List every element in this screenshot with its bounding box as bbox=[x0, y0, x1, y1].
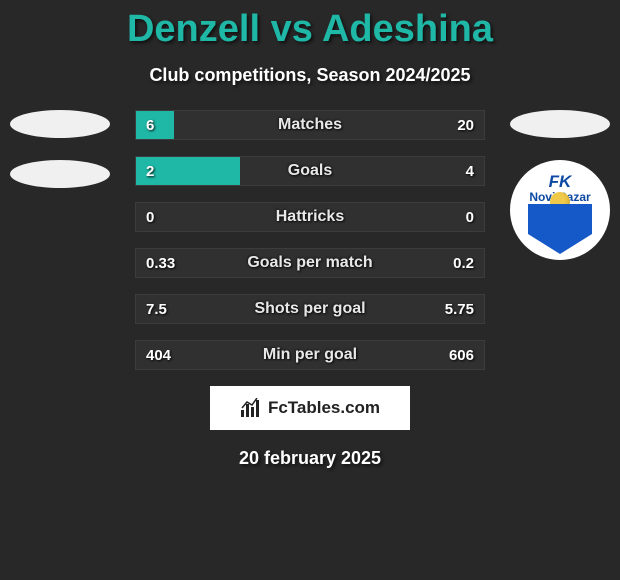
right-team-logos: FK Novi Pazar bbox=[510, 110, 610, 250]
brand-box[interactable]: FcTables.com bbox=[210, 386, 410, 430]
stats-bars: 6Matches20 2Goals4 0Hattricks0 0.33Goals pe… bbox=[135, 110, 485, 370]
page-subtitle: Club competitions, Season 2024/2025 bbox=[0, 65, 620, 86]
stat-value-right: 0 bbox=[466, 203, 474, 231]
comparison-area: FK Novi Pazar 6Matches20 2Goals4 0Hattrick… bbox=[0, 110, 620, 370]
brand-chart-icon bbox=[240, 398, 262, 418]
team-logo-placeholder bbox=[510, 110, 610, 138]
club-badge-novi-pazar: FK Novi Pazar bbox=[510, 160, 610, 250]
page-title: Denzell vs Adeshina bbox=[0, 0, 620, 51]
stat-value-right: 606 bbox=[449, 341, 474, 369]
stat-value-right: 4 bbox=[466, 157, 474, 185]
stat-label: Matches bbox=[136, 111, 484, 139]
badge-line1: FK bbox=[510, 172, 610, 192]
stat-row: 404Min per goal606 bbox=[135, 340, 485, 370]
stat-label: Hattricks bbox=[136, 203, 484, 231]
stat-row: 0Hattricks0 bbox=[135, 202, 485, 232]
stat-label: Shots per goal bbox=[136, 295, 484, 323]
stat-row: 2Goals4 bbox=[135, 156, 485, 186]
left-team-logos bbox=[10, 110, 110, 210]
brand-text: FcTables.com bbox=[268, 398, 380, 418]
team-logo-placeholder bbox=[10, 160, 110, 188]
stat-label: Goals bbox=[136, 157, 484, 185]
stat-row: 7.5Shots per goal5.75 bbox=[135, 294, 485, 324]
badge-circle: FK Novi Pazar bbox=[510, 160, 610, 260]
stat-row: 6Matches20 bbox=[135, 110, 485, 140]
stat-label: Min per goal bbox=[136, 341, 484, 369]
stat-label: Goals per match bbox=[136, 249, 484, 277]
stat-value-right: 20 bbox=[457, 111, 474, 139]
stat-value-right: 0.2 bbox=[453, 249, 474, 277]
badge-shield-icon bbox=[528, 204, 592, 254]
date-text: 20 february 2025 bbox=[0, 448, 620, 469]
stat-value-right: 5.75 bbox=[445, 295, 474, 323]
stat-row: 0.33Goals per match0.2 bbox=[135, 248, 485, 278]
team-logo-placeholder bbox=[10, 110, 110, 138]
